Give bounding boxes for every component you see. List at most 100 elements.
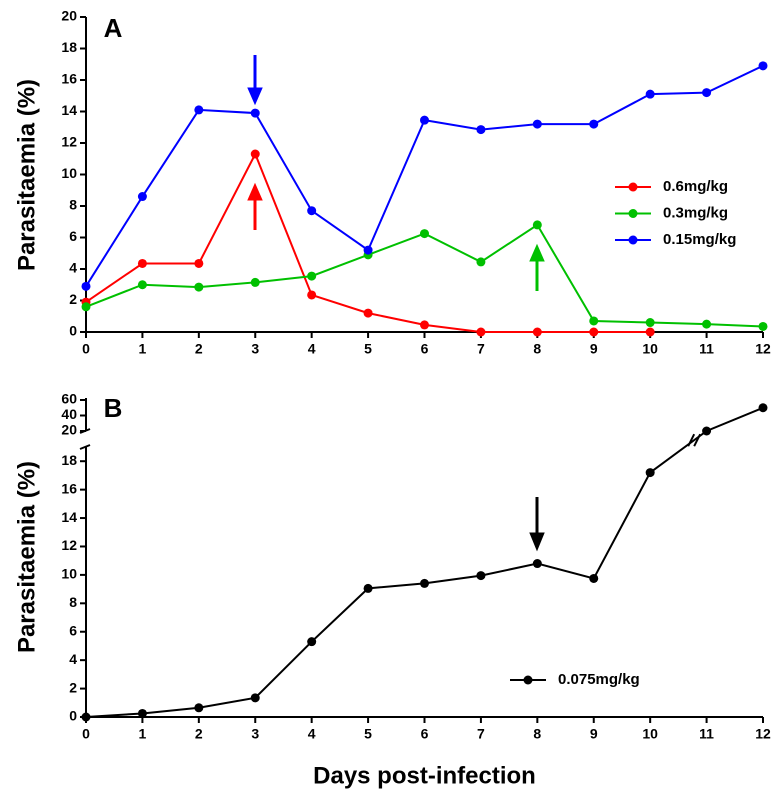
x-axis-title: Days post-infection <box>313 762 536 789</box>
data-point <box>532 327 542 337</box>
y-tick-label: 14 <box>61 102 77 118</box>
y-tick-label: 18 <box>61 452 77 468</box>
legend-marker <box>628 235 638 245</box>
x-tick-label: 2 <box>195 726 203 742</box>
x-tick-label: 11 <box>699 341 714 357</box>
x-tick-label: 12 <box>755 341 771 357</box>
x-tick-label: 7 <box>477 341 485 357</box>
x-tick-label: 5 <box>364 341 372 357</box>
data-point <box>532 119 542 129</box>
x-tick-label: 0 <box>82 341 90 357</box>
y-tick-label: 6 <box>69 622 77 638</box>
data-point <box>194 105 204 115</box>
y-tick-label: 2 <box>69 679 77 695</box>
data-point <box>194 258 204 268</box>
legend-marker <box>628 182 638 192</box>
data-point <box>532 220 542 230</box>
legend-label: 0.15mg/kg <box>663 231 736 248</box>
data-point <box>194 703 204 713</box>
data-point <box>758 403 768 413</box>
data-point <box>476 125 486 135</box>
x-tick-label: 4 <box>308 726 316 742</box>
data-point <box>307 271 317 281</box>
arrow <box>247 182 263 230</box>
x-tick-label: 1 <box>139 341 147 357</box>
y-tick-label: 8 <box>69 594 77 610</box>
y-tick-label: 18 <box>61 39 77 55</box>
data-point <box>476 257 486 267</box>
y-tick-label: 20 <box>61 422 77 438</box>
y-tick-label: 4 <box>69 260 77 276</box>
data-point <box>589 316 599 326</box>
x-tick-label: 9 <box>590 341 598 357</box>
x-tick-label: 11 <box>699 726 714 742</box>
y-tick-label: 16 <box>61 71 77 87</box>
data-point <box>307 206 317 216</box>
arrow <box>247 55 263 106</box>
y-tick-label: 12 <box>61 537 77 553</box>
x-tick-label: 8 <box>533 726 541 742</box>
data-point <box>420 578 429 588</box>
arrow <box>529 497 545 552</box>
arrow <box>529 243 545 291</box>
line-break <box>687 433 696 447</box>
y-tick-label: 2 <box>69 291 77 307</box>
x-tick-label: 12 <box>755 726 771 742</box>
panel-label: B <box>104 393 123 423</box>
x-tick-label: 0 <box>82 726 90 742</box>
y-tick-label: 6 <box>69 228 77 244</box>
data-point <box>137 708 147 718</box>
x-tick-label: 9 <box>590 726 598 742</box>
data-point <box>420 115 429 125</box>
data-point <box>476 327 486 337</box>
x-tick-label: 10 <box>642 341 658 357</box>
legend-marker <box>523 675 533 685</box>
data-point <box>250 693 260 703</box>
y-tick-label: 12 <box>61 134 77 150</box>
data-point <box>645 89 655 99</box>
data-point <box>363 245 373 255</box>
data-point <box>702 319 712 329</box>
data-point <box>758 321 768 331</box>
series-line <box>85 406 764 718</box>
data-point <box>645 327 655 337</box>
x-tick-label: 3 <box>251 726 259 742</box>
data-point <box>137 280 147 290</box>
x-tick-label: 1 <box>139 726 147 742</box>
y-axis-title: Parasitaemia (%) <box>13 79 40 271</box>
x-tick-label: 7 <box>477 726 485 742</box>
x-tick-label: 3 <box>251 341 259 357</box>
x-tick-label: 2 <box>195 341 203 357</box>
data-point <box>702 426 712 436</box>
data-point <box>532 559 542 569</box>
line-break <box>693 433 702 447</box>
data-point <box>589 573 599 583</box>
data-point <box>645 318 655 328</box>
data-point <box>589 119 599 129</box>
data-point <box>758 61 768 71</box>
data-point <box>589 327 599 337</box>
legend-label: 0.3mg/kg <box>663 204 728 221</box>
legend-label: 0.075mg/kg <box>558 671 640 688</box>
data-point <box>194 282 204 292</box>
x-tick-label: 6 <box>421 341 429 357</box>
series-line <box>85 151 651 333</box>
data-point <box>363 308 373 318</box>
series-line <box>85 223 764 328</box>
data-point <box>645 468 655 478</box>
data-point <box>307 637 317 647</box>
x-tick-label: 5 <box>364 726 372 742</box>
legend-marker <box>628 209 638 218</box>
y-tick-label: 4 <box>69 651 77 667</box>
y-tick-label: 20 <box>61 8 77 24</box>
y-tick-label: 16 <box>61 480 77 496</box>
y-tick-label: 0 <box>69 323 77 339</box>
data-point <box>81 302 91 312</box>
x-tick-label: 8 <box>533 341 541 357</box>
y-tick-label: 14 <box>61 509 77 525</box>
y-tick-label: 60 <box>61 391 77 407</box>
data-point <box>250 149 260 159</box>
x-tick-label: 4 <box>308 341 316 357</box>
data-point <box>81 712 91 722</box>
data-point <box>702 88 712 98</box>
